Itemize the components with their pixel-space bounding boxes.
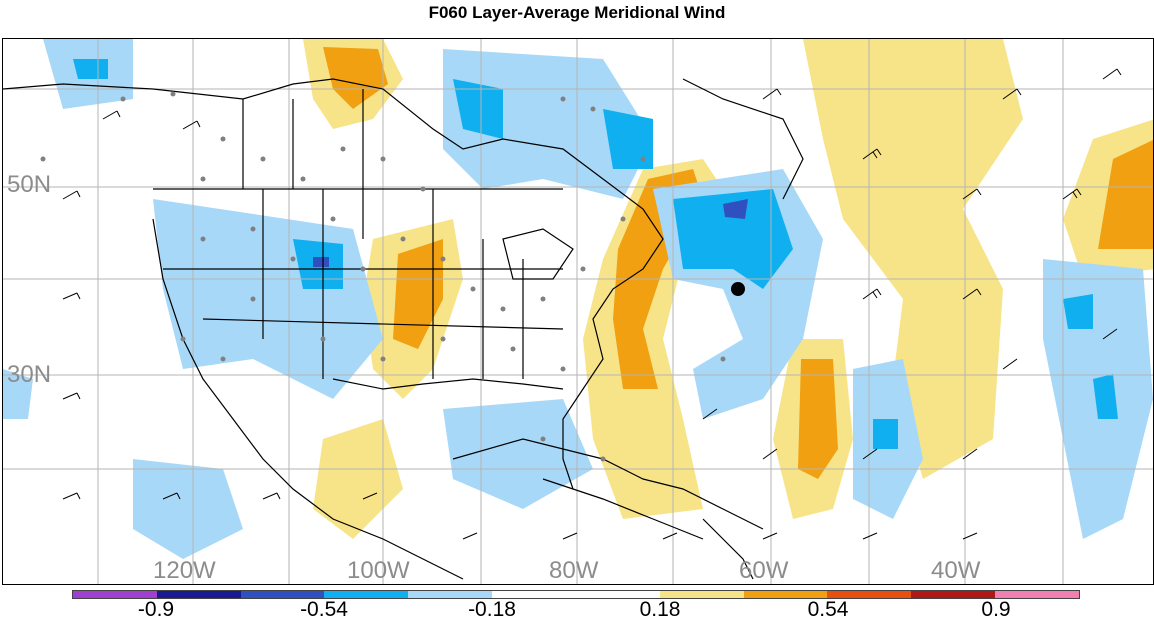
- colorbar-tick-label: -0.9: [137, 598, 175, 621]
- colorbar-tick-label: -0.18: [468, 598, 516, 621]
- station-dots: [40, 91, 726, 462]
- lon-label-60w: 60W: [739, 557, 789, 584]
- colorbar-tick-label: 0.54: [807, 598, 849, 621]
- colorbar-tick-label: 0.9: [981, 598, 1011, 621]
- lon-label-80w: 80W: [549, 557, 599, 584]
- storm-center-marker: [731, 282, 745, 296]
- colorbar-segment: [827, 591, 912, 598]
- colorbar-segment: [995, 591, 1079, 598]
- lat-label-50n: 50N: [7, 171, 52, 198]
- lat-label-30n: 30N: [7, 361, 52, 388]
- positive-wind-shading: [303, 39, 1153, 539]
- colorbar-segment: [408, 591, 493, 598]
- lon-label-120w: 120W: [153, 557, 216, 584]
- map-canvas: [3, 39, 1153, 584]
- colorbar-segment: [73, 591, 157, 598]
- colorbar-segment: [743, 591, 828, 598]
- colorbar-segment: [240, 591, 325, 598]
- negative-wind-shading: [3, 39, 1153, 559]
- lat-lon-grid: [3, 39, 1153, 584]
- colorbar-segment: [492, 591, 576, 598]
- colorbar-segment: [659, 591, 744, 598]
- wind-barbs: [62, 68, 1122, 540]
- colorbar-segment: [324, 591, 409, 598]
- colorbar: [72, 590, 1080, 599]
- map-panel: 50N 30N 120W 100W 80W 60W 40W: [2, 38, 1154, 585]
- colorbar-segment: [911, 591, 996, 598]
- colorbar-tick-label: 0.18: [639, 598, 681, 621]
- colorbar-tick-label: -0.54: [300, 598, 348, 621]
- lon-label-100w: 100W: [347, 557, 410, 584]
- colorbar-segment: [156, 591, 241, 598]
- colorbar-segment: [575, 591, 660, 598]
- map-title: F060 Layer-Average Meridional Wind: [428, 3, 726, 22]
- lon-label-40w: 40W: [931, 557, 981, 584]
- coastlines-and-borders: [3, 78, 804, 580]
